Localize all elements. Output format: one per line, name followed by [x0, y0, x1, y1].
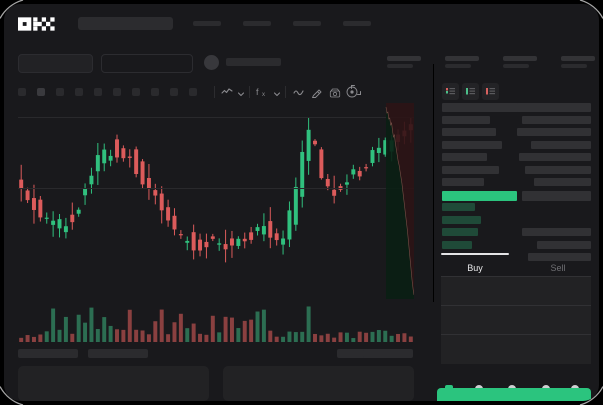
svg-text:x: x	[262, 92, 265, 98]
svg-text:f: f	[256, 87, 259, 97]
